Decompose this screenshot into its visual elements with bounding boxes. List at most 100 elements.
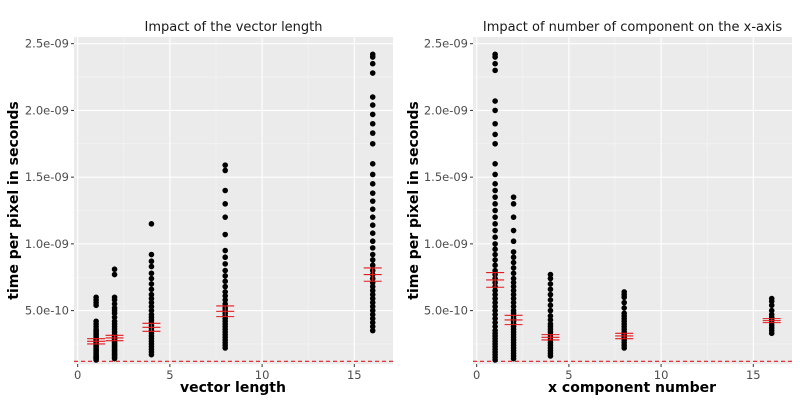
data-point [369,262,376,269]
data-point [547,297,554,303]
data-point [547,317,554,323]
data-point [768,302,775,309]
data-point [510,299,517,306]
data-point [369,251,376,258]
data-point [492,201,498,207]
data-point [369,238,376,245]
data-point [510,283,517,290]
data-point [492,131,498,138]
y-tick-label: 1.5e-09 [424,170,468,184]
data-point [369,257,376,263]
data-point [510,238,517,245]
data-point [222,231,229,238]
data-point [547,286,554,293]
data-point [547,291,554,298]
data-point [492,295,498,302]
y-tick-label: 1.5e-09 [25,170,69,184]
data-point [369,102,376,108]
data-point [369,291,376,298]
panel-title: Impact of number of component on the x-a… [483,20,782,35]
data-point [369,140,376,147]
data-point [492,107,498,114]
data-point [369,94,376,100]
data-point [510,307,517,314]
data-point [510,303,517,310]
data-point [768,311,775,318]
data-point [492,181,498,187]
data-point [111,318,118,325]
data-point [492,140,498,147]
data-point [111,305,118,311]
data-point [547,271,554,278]
data-point [369,222,376,228]
x-tick-label: 15 [347,368,362,382]
x-axis-label: vector length [180,380,286,396]
data-point [111,294,118,301]
data-point [492,207,498,214]
data-point [369,327,376,334]
data-point [369,160,376,167]
data-point [369,299,376,306]
data-point [547,313,554,319]
data-point [369,303,376,310]
data-point [148,307,155,314]
data-point [510,295,517,302]
data-point [492,311,498,318]
data-point [148,263,155,270]
data-point [222,289,229,295]
data-point [369,198,376,204]
data-point [510,275,517,282]
data-point [369,70,376,76]
data-point [768,295,775,302]
data-point [148,291,155,298]
data-point [510,194,517,200]
data-point [222,187,229,194]
data-point [492,234,498,241]
data-point [492,323,498,330]
data-point [492,98,498,104]
data-point [369,230,376,236]
data-point [510,201,517,207]
y-tick-label: 1.0e-09 [25,237,69,251]
data-point [222,201,229,207]
data-point [492,67,498,74]
data-point [621,310,628,317]
data-point [492,227,498,234]
data-point [222,162,229,168]
data-point [492,60,498,67]
data-point [369,315,376,322]
y-axis-label: time per pixel in seconds [6,101,22,299]
data-point [492,287,498,294]
data-point [369,214,376,220]
data-point [93,318,99,325]
y-tick-label: 2.0e-09 [25,103,69,117]
data-point [492,307,498,314]
data-point [369,283,376,290]
data-point [547,307,554,314]
data-point [547,321,554,327]
y-tick-label: 1.0e-09 [424,237,468,251]
data-point [510,270,517,277]
data-point [222,254,229,261]
data-point [492,291,498,298]
data-point [369,190,376,196]
x-axis-label: x component number [548,380,716,396]
x-tick-label: 0 [74,368,81,382]
data-point [510,259,517,266]
data-point [492,257,498,263]
plot-background [74,37,393,364]
data-point [369,130,376,136]
data-point [621,305,628,311]
data-point [492,267,498,274]
x-tick-label: 10 [255,368,270,382]
y-tick-label: 5.0e-10 [424,304,468,318]
data-point [369,60,376,67]
data-point [148,303,155,310]
data-point [492,171,498,178]
data-point [222,293,229,299]
y-tick-label: 5.0e-10 [25,304,69,318]
data-point [148,299,155,306]
data-point [222,273,229,279]
data-point [492,194,498,200]
